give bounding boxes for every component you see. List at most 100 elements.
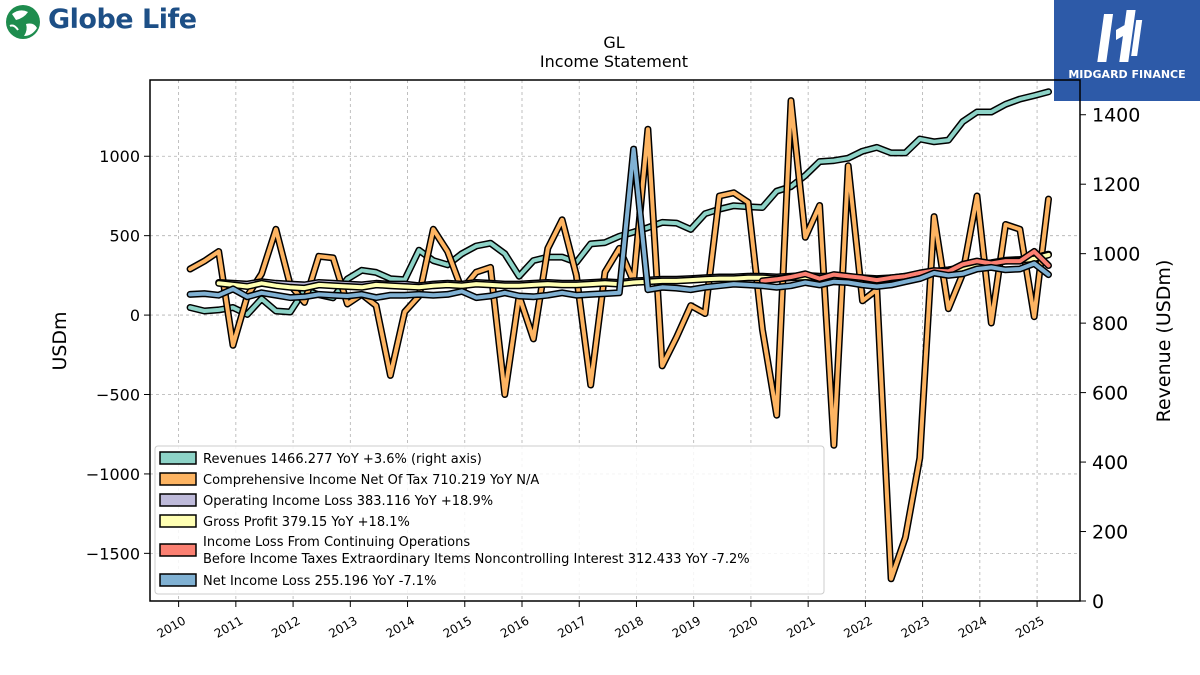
series-point bbox=[489, 295, 492, 297]
series-point bbox=[275, 228, 277, 230]
series-point bbox=[1047, 254, 1050, 256]
series-point bbox=[690, 279, 692, 281]
series-net-income-loss bbox=[186, 145, 1052, 302]
series-point bbox=[1047, 91, 1050, 93]
series-point bbox=[346, 295, 348, 297]
y-tick-label: −1500 bbox=[86, 544, 140, 563]
series-point bbox=[389, 294, 391, 296]
series-point bbox=[232, 284, 234, 286]
series-point bbox=[804, 174, 806, 177]
series-point bbox=[346, 285, 348, 288]
midgard-finance-logo-text: MIDGARD FINANCE bbox=[1068, 68, 1186, 81]
x-tick-label: 2025 bbox=[1013, 613, 1046, 640]
series-point bbox=[690, 228, 692, 230]
series-point bbox=[804, 273, 806, 275]
legend-label: Gross Profit 379.15 YoY +18.1% bbox=[203, 515, 410, 530]
series-point bbox=[1033, 262, 1035, 265]
x-tick-label: 2017 bbox=[555, 613, 588, 640]
left-axis: 1000 500 0 −500 −1000 −1500 bbox=[86, 147, 150, 563]
series-point bbox=[761, 206, 764, 209]
series-point bbox=[489, 266, 492, 268]
x-tick-label: 2016 bbox=[498, 613, 531, 640]
legend-swatch bbox=[159, 451, 197, 465]
series-point bbox=[618, 247, 620, 249]
series-point bbox=[990, 266, 992, 268]
series-point bbox=[962, 263, 964, 265]
series-point bbox=[790, 285, 792, 287]
legend-swatch bbox=[159, 472, 197, 486]
legend: Revenues 1466.277 YoY +3.6% (right axis)… bbox=[154, 445, 825, 595]
series-point bbox=[847, 165, 849, 167]
legend-swatch bbox=[159, 543, 197, 557]
series-point bbox=[647, 128, 649, 130]
series-point bbox=[332, 257, 334, 259]
series-point bbox=[447, 264, 449, 266]
series-point bbox=[861, 284, 864, 286]
series-point bbox=[261, 298, 263, 300]
series-point bbox=[890, 578, 892, 580]
legend-label: Comprehensive Income Net Of Tax 710.219 … bbox=[203, 473, 539, 488]
series-point bbox=[1005, 260, 1007, 262]
series-point bbox=[518, 275, 520, 277]
series-point bbox=[404, 311, 406, 313]
series-point bbox=[675, 287, 678, 289]
series-point bbox=[819, 161, 821, 163]
series-point bbox=[189, 306, 191, 309]
series-point bbox=[375, 271, 377, 273]
legend-swatch bbox=[159, 573, 197, 587]
series-point bbox=[733, 192, 735, 194]
y-right-tick-label: 600 bbox=[1092, 383, 1128, 405]
series-point bbox=[704, 312, 706, 315]
series-point bbox=[246, 296, 248, 298]
series-point bbox=[647, 227, 649, 229]
x-tick-label: 2018 bbox=[613, 613, 646, 640]
x-tick-label: 2020 bbox=[727, 613, 760, 640]
series-point bbox=[418, 293, 420, 295]
series-point bbox=[833, 281, 835, 283]
legend-label: Before Income Taxes Extraordinary Items … bbox=[203, 552, 750, 567]
series-point bbox=[761, 285, 764, 287]
series-point bbox=[933, 216, 935, 218]
y-right-tick-label: 200 bbox=[1092, 522, 1128, 544]
series-point bbox=[218, 309, 220, 311]
series-point bbox=[532, 260, 535, 262]
series-point bbox=[990, 111, 992, 113]
series-point bbox=[1005, 103, 1007, 105]
series-point bbox=[876, 279, 878, 281]
legend-swatch bbox=[159, 514, 197, 528]
series-point bbox=[575, 274, 578, 276]
series-point bbox=[575, 294, 578, 296]
series-point bbox=[704, 213, 706, 215]
series-point bbox=[504, 393, 506, 396]
legend-label: Income Loss From Continuing Operations bbox=[203, 535, 470, 550]
series-point bbox=[704, 286, 706, 288]
series-point bbox=[933, 141, 935, 143]
series-point bbox=[804, 281, 806, 284]
x-tick-label: 2013 bbox=[326, 613, 359, 640]
y-tick-label: 0 bbox=[130, 306, 140, 325]
series-point bbox=[532, 296, 535, 298]
series-point bbox=[532, 284, 535, 286]
series-point bbox=[232, 306, 234, 309]
series-point bbox=[303, 301, 306, 303]
series-point bbox=[990, 322, 992, 324]
series-point bbox=[733, 205, 735, 207]
series-point bbox=[246, 285, 248, 288]
series-point bbox=[704, 278, 706, 280]
series-point bbox=[590, 243, 592, 245]
series-point bbox=[904, 536, 907, 539]
series-point bbox=[976, 264, 978, 266]
series-point bbox=[575, 284, 578, 286]
series-point bbox=[861, 277, 864, 279]
series-point bbox=[819, 278, 821, 280]
series-point bbox=[261, 282, 263, 284]
series-point bbox=[618, 292, 620, 294]
legend-swatch bbox=[159, 493, 197, 507]
chart-title: GL bbox=[603, 33, 624, 52]
series-point bbox=[761, 280, 764, 282]
legend-label: Net Income Loss 255.196 YoY -7.1% bbox=[203, 574, 436, 589]
series-point bbox=[346, 303, 348, 305]
x-tick-label: 2022 bbox=[841, 613, 874, 640]
series-point bbox=[361, 286, 363, 288]
